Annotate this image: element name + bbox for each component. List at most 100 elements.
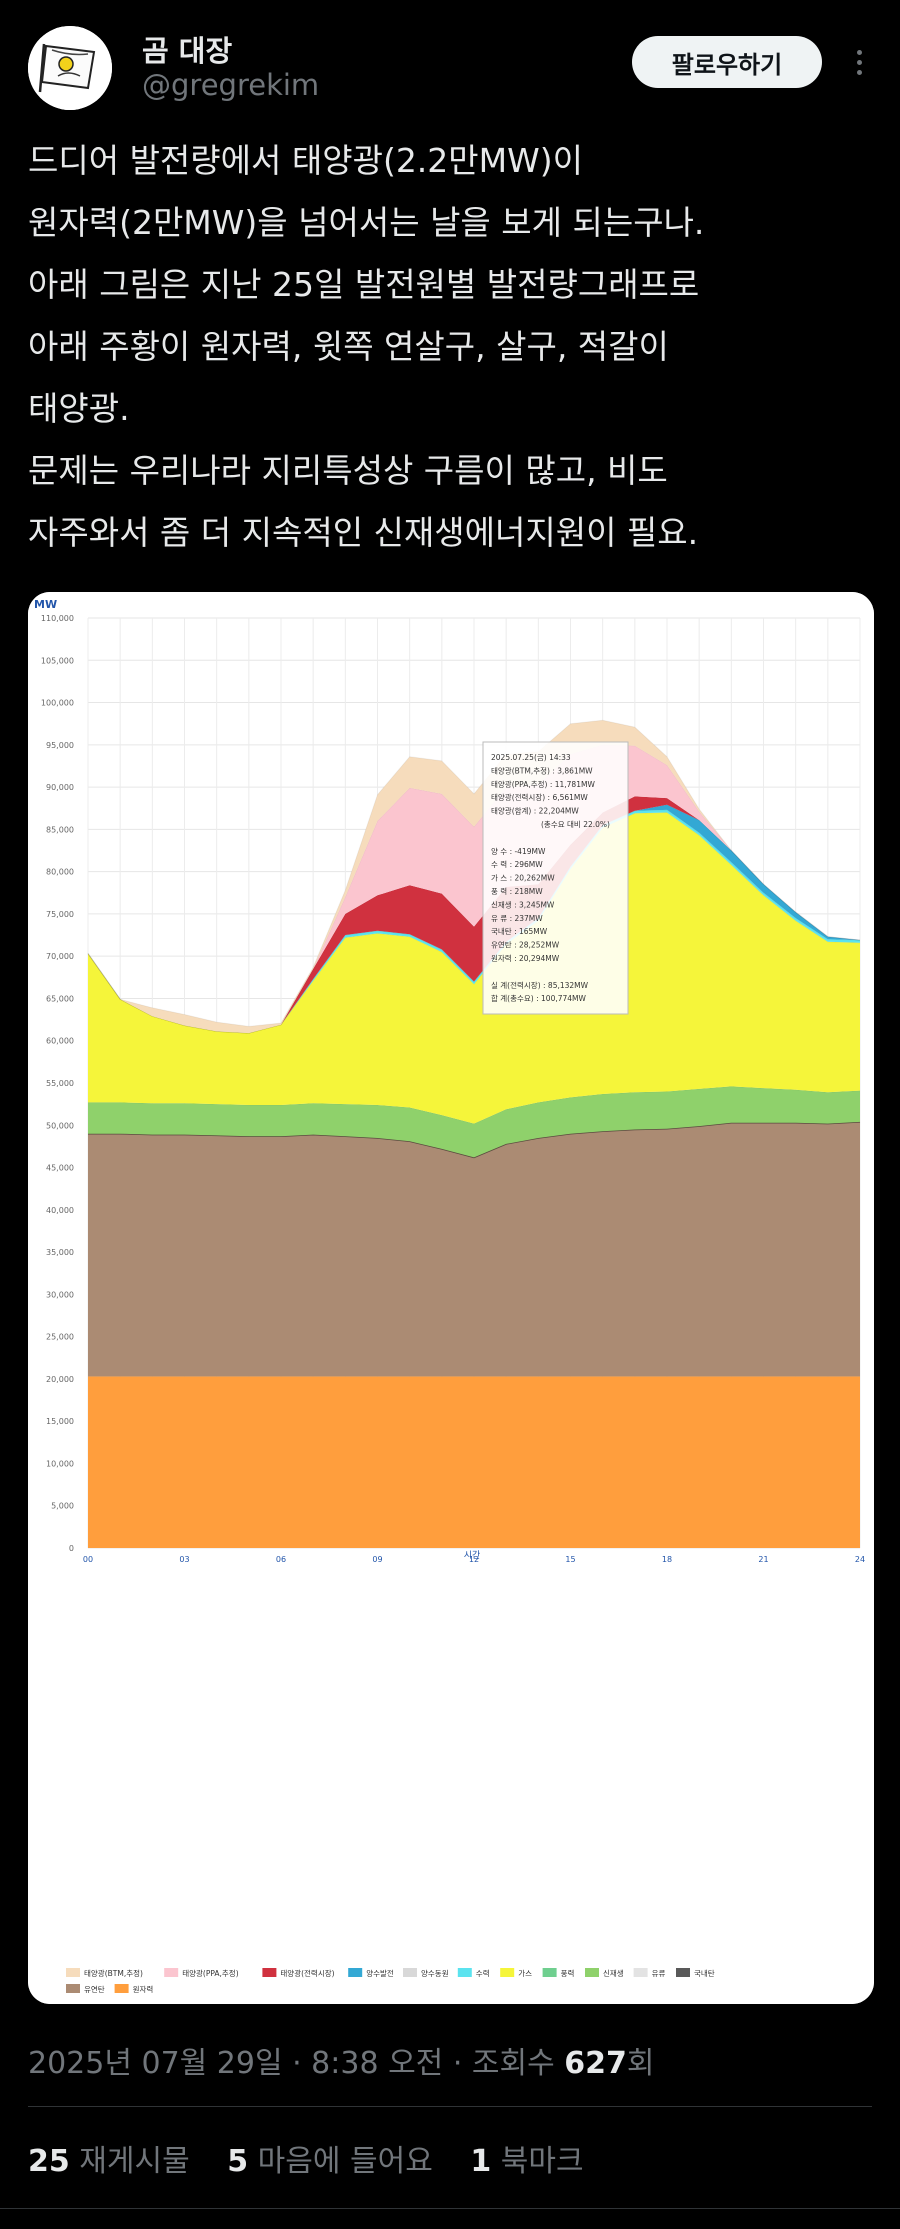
legend-swatch	[500, 1968, 515, 1977]
area-series-0	[88, 1376, 860, 1548]
chart-legend: 태양광(BTM,추정) 태양광(PPA,추정) 태양광(전력시장) 양수발전 양수동원 수…	[66, 1968, 715, 1994]
tweet-line: 아래 그림은 지난 25일 발전원별 발전량그래프로	[28, 265, 700, 304]
y-tick-label: 20,000	[46, 1375, 74, 1384]
tweet-line: 아래 주황이 원자력, 윗쪽 연살구, 살구, 적갈이	[28, 327, 669, 366]
divider	[28, 2106, 872, 2107]
y-tick-label: 10,000	[46, 1459, 74, 1468]
likes-label: 마음에 들어요	[257, 2144, 433, 2179]
tooltip-line: 유 류 : 237MW	[491, 914, 543, 923]
y-axis-label: MW	[34, 598, 57, 611]
x-tick-label: 00	[83, 1555, 93, 1564]
legend-label: 양수발전	[366, 1968, 394, 1978]
area-series-2	[88, 1086, 860, 1158]
tooltip-line: 태양광(합계) : 22,204MW	[491, 806, 579, 816]
legend-swatch	[114, 1984, 129, 1993]
x-tick-label: 21	[758, 1555, 768, 1564]
x-tick-labels: 00 03 06 09 12 15 18 21 24	[83, 1555, 865, 1564]
legend-label: 신재생	[603, 1968, 624, 1978]
tweet-text: 드디어 발전량에서 태양광(2.2만MW)이 원자력(2만MW)을 넘어서는 날…	[28, 130, 878, 564]
divider	[0, 2208, 900, 2209]
tweet-line: 드디어 발전량에서 태양광(2.2만MW)이	[28, 141, 583, 180]
tooltip-line: 태양광(전력시장) : 6,561MW	[491, 792, 588, 802]
area-series-7	[88, 744, 860, 1034]
legend-swatch	[676, 1968, 690, 1977]
legend-swatch	[585, 1968, 599, 1977]
display-name[interactable]: 곰 대장	[142, 34, 233, 68]
tooltip-line: 신재생 : 3,245MW	[491, 899, 555, 909]
view-suffix: 회	[626, 2046, 655, 2081]
legend-label: 태양광(PPA,추정)	[182, 1968, 239, 1978]
tweet-line: 원자력(2만MW)을 넘어서는 날을 보게 되는구나.	[28, 203, 705, 242]
legend-label: 유류	[652, 1969, 666, 1978]
chart-tooltip: 2025.07.25(금) 14:33 태양광(BTM,추정) : 3,861MW…	[482, 741, 629, 1015]
y-tick-label: 70,000	[46, 952, 74, 961]
y-tick-label: 105,000	[41, 656, 74, 665]
y-tick-label: 90,000	[46, 783, 74, 792]
chart-image[interactable]: MW 0 5,000 10,000 15,000 20,000 25,000 30,000 3…	[28, 592, 874, 2004]
y-tick-label: 75,000	[46, 910, 74, 919]
tweet-meta: 2025년 07월 29일 · 8:38 오전 · 조회수 627회	[28, 2038, 654, 2082]
legend-swatch	[542, 1968, 557, 1977]
more-options-icon[interactable]	[846, 36, 872, 88]
tooltip-line: 실 계(전력시장) : 85,132MW	[491, 980, 589, 990]
tooltip-box	[482, 741, 629, 1015]
legend-label: 수력	[476, 1969, 490, 1978]
legend-label: 원자력	[133, 1985, 154, 1994]
legend-label: 가스	[518, 1969, 532, 1978]
user-handle[interactable]: @gregrekim	[142, 68, 320, 102]
x-tick-label: 24	[855, 1555, 865, 1564]
legend-swatch	[457, 1968, 472, 1977]
x-tick-label: 03	[179, 1555, 189, 1564]
tooltip-line: 태양광(BTM,추정) : 3,861MW	[491, 765, 593, 775]
legend-label: 유연탄	[84, 1984, 105, 1994]
bookmarks-label: 북마크	[500, 2144, 584, 2179]
y-tick-label: 5,000	[51, 1502, 74, 1511]
chart-areas	[87, 719, 861, 1548]
tooltip-line: 태양광(PPA,추정) : 11,781MW	[491, 779, 595, 789]
tooltip-line: 풍 력 : 218MW	[491, 887, 543, 896]
avatar[interactable]	[28, 26, 112, 110]
likes-link[interactable]: 5 마음에 들어요	[227, 2144, 433, 2179]
x-tick-label: 06	[276, 1555, 286, 1564]
post-date[interactable]: 2025년 07월 29일 · 8:38 오전 · 조회수	[28, 2046, 565, 2081]
x-tick-label: 12	[469, 1555, 479, 1564]
legend-swatch	[633, 1968, 648, 1977]
y-tick-label: 65,000	[46, 994, 74, 1003]
follow-button[interactable]: 팔로우하기	[632, 36, 822, 88]
reposts-label: 재게시물	[79, 2144, 190, 2179]
y-tick-label: 80,000	[46, 868, 74, 877]
tweet-header: 곰 대장 @gregrekim 팔로우하기	[28, 20, 872, 120]
tooltip-line: 수 력 : 296MW	[491, 860, 543, 869]
tooltip-line: 2025.07.25(금) 14:33	[491, 753, 571, 762]
legend-label: 풍력	[561, 1969, 575, 1978]
bookmarks-link[interactable]: 1 북마크	[470, 2144, 583, 2179]
legend-swatch	[66, 1984, 80, 1993]
legend-swatch	[403, 1968, 417, 1977]
y-tick-label: 40,000	[46, 1206, 74, 1215]
y-tick-label: 0	[69, 1544, 74, 1553]
view-count: 627	[564, 2046, 627, 2081]
y-tick-label: 25,000	[46, 1333, 74, 1342]
avatar-flag-icon	[28, 26, 112, 110]
legend-swatch	[164, 1968, 179, 1977]
x-tick-label: 15	[565, 1555, 575, 1564]
tooltip-line: 유연탄 : 28,252MW	[491, 940, 560, 950]
bookmarks-count: 1	[470, 2144, 492, 2179]
x-axis-label: 시간	[464, 1550, 481, 1561]
legend-swatch	[262, 1968, 277, 1977]
tooltip-line: 국내탄 : 165MW	[491, 926, 548, 936]
x-tick-label: 09	[372, 1555, 382, 1564]
legend-label: 태양광(전력시장)	[280, 1968, 334, 1978]
legend-swatch	[348, 1968, 363, 1977]
y-tick-label: 95,000	[46, 741, 74, 750]
reposts-link[interactable]: 25 재게시물	[28, 2144, 190, 2179]
y-tick-label: 85,000	[46, 825, 74, 834]
tweet-line: 자주와서 좀 더 지속적인 신재생에너지원이 필요.	[28, 513, 699, 552]
engagement-stats: 25 재게시물 5 마음에 들어요 1 북마크	[28, 2136, 612, 2180]
tooltip-line: (총수요 대비 22.0%)	[541, 820, 610, 829]
x-tick-label: 18	[662, 1555, 672, 1564]
tooltip-line: 원자력 : 20,294MW	[491, 954, 560, 963]
y-tick-label: 110,000	[41, 614, 74, 623]
y-tick-label: 15,000	[46, 1417, 74, 1426]
tooltip-line: 양 수 : -419MW	[491, 847, 546, 856]
